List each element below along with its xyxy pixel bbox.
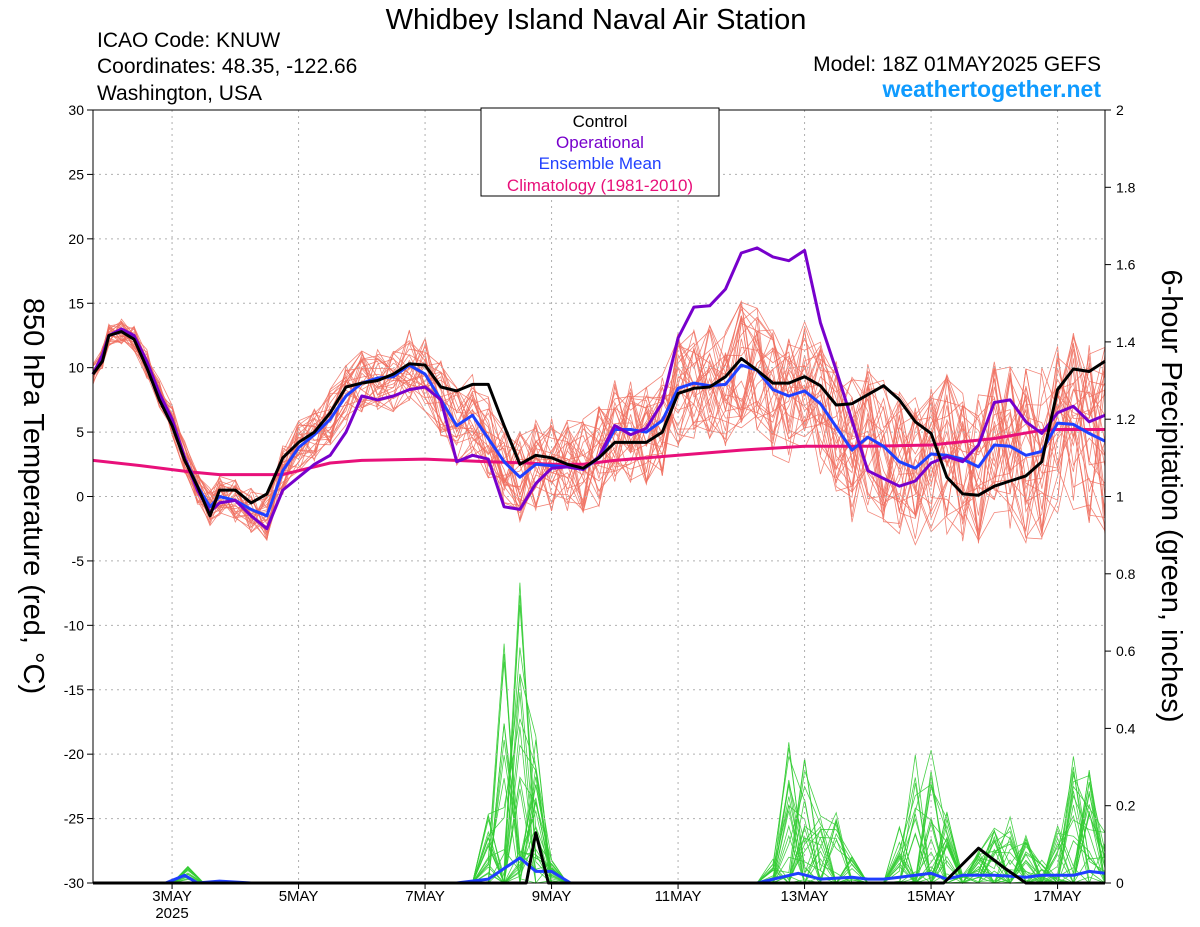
x-tick-label: 15MAY [907, 888, 955, 905]
precip-member-line [93, 783, 1106, 885]
y2-tick-label: 0.4 [1116, 720, 1136, 736]
chart-title: Whidbey Island Naval Air Station [386, 4, 807, 36]
temp-member-line [92, 317, 1106, 546]
legend-ensemble-mean: Ensemble Mean [539, 154, 662, 173]
y-tick-label: 25 [68, 166, 84, 182]
ensemble-member-lines [92, 299, 1106, 885]
x-tick-label: 9MAY [532, 888, 572, 905]
temp-member-line [92, 326, 1106, 533]
y-tick-label: 30 [68, 102, 84, 118]
precip-member-line [93, 770, 1106, 884]
y-tick-label: 20 [68, 231, 84, 247]
temp-member-line [92, 301, 1106, 543]
y2-tick-label: 1.2 [1116, 411, 1136, 427]
y-tick-label: -30 [64, 875, 84, 891]
legend-climatology: Climatology (1981-2010) [507, 176, 693, 195]
icao-code: ICAO Code: KNUW [97, 29, 280, 52]
series-lines [91, 246, 1106, 885]
y-tick-label: -20 [64, 746, 84, 762]
temp-member-line [92, 315, 1106, 536]
x-tick-label: 3MAY [152, 888, 192, 905]
y2-tick-label: 0.6 [1116, 643, 1136, 659]
y2-tick-label: 0.8 [1116, 566, 1136, 582]
operational-line [91, 246, 1106, 531]
axes: 302520151050-5-10-15-20-25-3021.81.61.41… [64, 102, 1136, 905]
temp-member-line [92, 330, 1106, 535]
x-tick-label: 5MAY [279, 888, 319, 905]
temp-member-line [92, 322, 1106, 536]
y-tick-label: 15 [68, 295, 84, 311]
y-tick-label: 10 [68, 360, 84, 376]
y2-tick-label: 1 [1116, 489, 1124, 505]
y-tick-label: -10 [64, 617, 84, 633]
legend-box [480, 107, 720, 197]
legend: Control Operational Ensemble Mean Climat… [480, 107, 720, 197]
y2-axis-label: 6-hour Precipitation (green, inches) [1155, 270, 1187, 723]
precip-member-line [93, 785, 1106, 885]
precip-member-line [93, 756, 1106, 884]
y-tick-label: 5 [76, 424, 84, 440]
precip-member-line [93, 692, 1105, 885]
control-line [91, 330, 1106, 518]
precip-member-line [93, 755, 1106, 884]
site-link[interactable]: weathertogether.net [881, 76, 1101, 102]
y2-tick-label: 2 [1116, 102, 1124, 118]
x-tick-label: 17MAY [1034, 888, 1082, 905]
temp-member-line [92, 327, 1106, 528]
y2-tick-label: 0.2 [1116, 798, 1136, 814]
temp-member-line [92, 321, 1106, 540]
y-tick-label: 0 [76, 489, 84, 505]
temp-member-line [92, 325, 1106, 529]
y-axis-label: 850 hPa Temperature (red, °C) [17, 298, 49, 694]
precip-member-line [93, 758, 1106, 885]
y-tick-label: -15 [64, 682, 84, 698]
x-year-label: 2025 [155, 905, 188, 922]
y2-tick-label: 1.8 [1116, 179, 1136, 195]
y2-tick-label: 1.4 [1116, 334, 1136, 350]
x-tick-label: 11MAY [655, 888, 702, 905]
x-tick-label: 7MAY [405, 888, 445, 905]
precip-member-line [93, 767, 1106, 884]
legend-control: Control [573, 112, 628, 131]
legend-operational: Operational [556, 133, 644, 152]
precip-member-line [93, 744, 1106, 884]
y2-tick-label: 1.6 [1116, 257, 1136, 273]
y-tick-label: -25 [64, 811, 84, 827]
location: Washington, USA [97, 82, 262, 105]
temp-member-line [92, 328, 1106, 544]
model-run: Model: 18Z 01MAY2025 GEFS [813, 53, 1101, 76]
y-tick-label: -5 [72, 553, 85, 569]
precip-member-line [93, 676, 1106, 884]
coordinates: Coordinates: 48.35, -122.66 [97, 55, 357, 78]
y2-tick-label: 0 [1116, 875, 1124, 891]
x-tick-label: 13MAY [781, 888, 829, 905]
